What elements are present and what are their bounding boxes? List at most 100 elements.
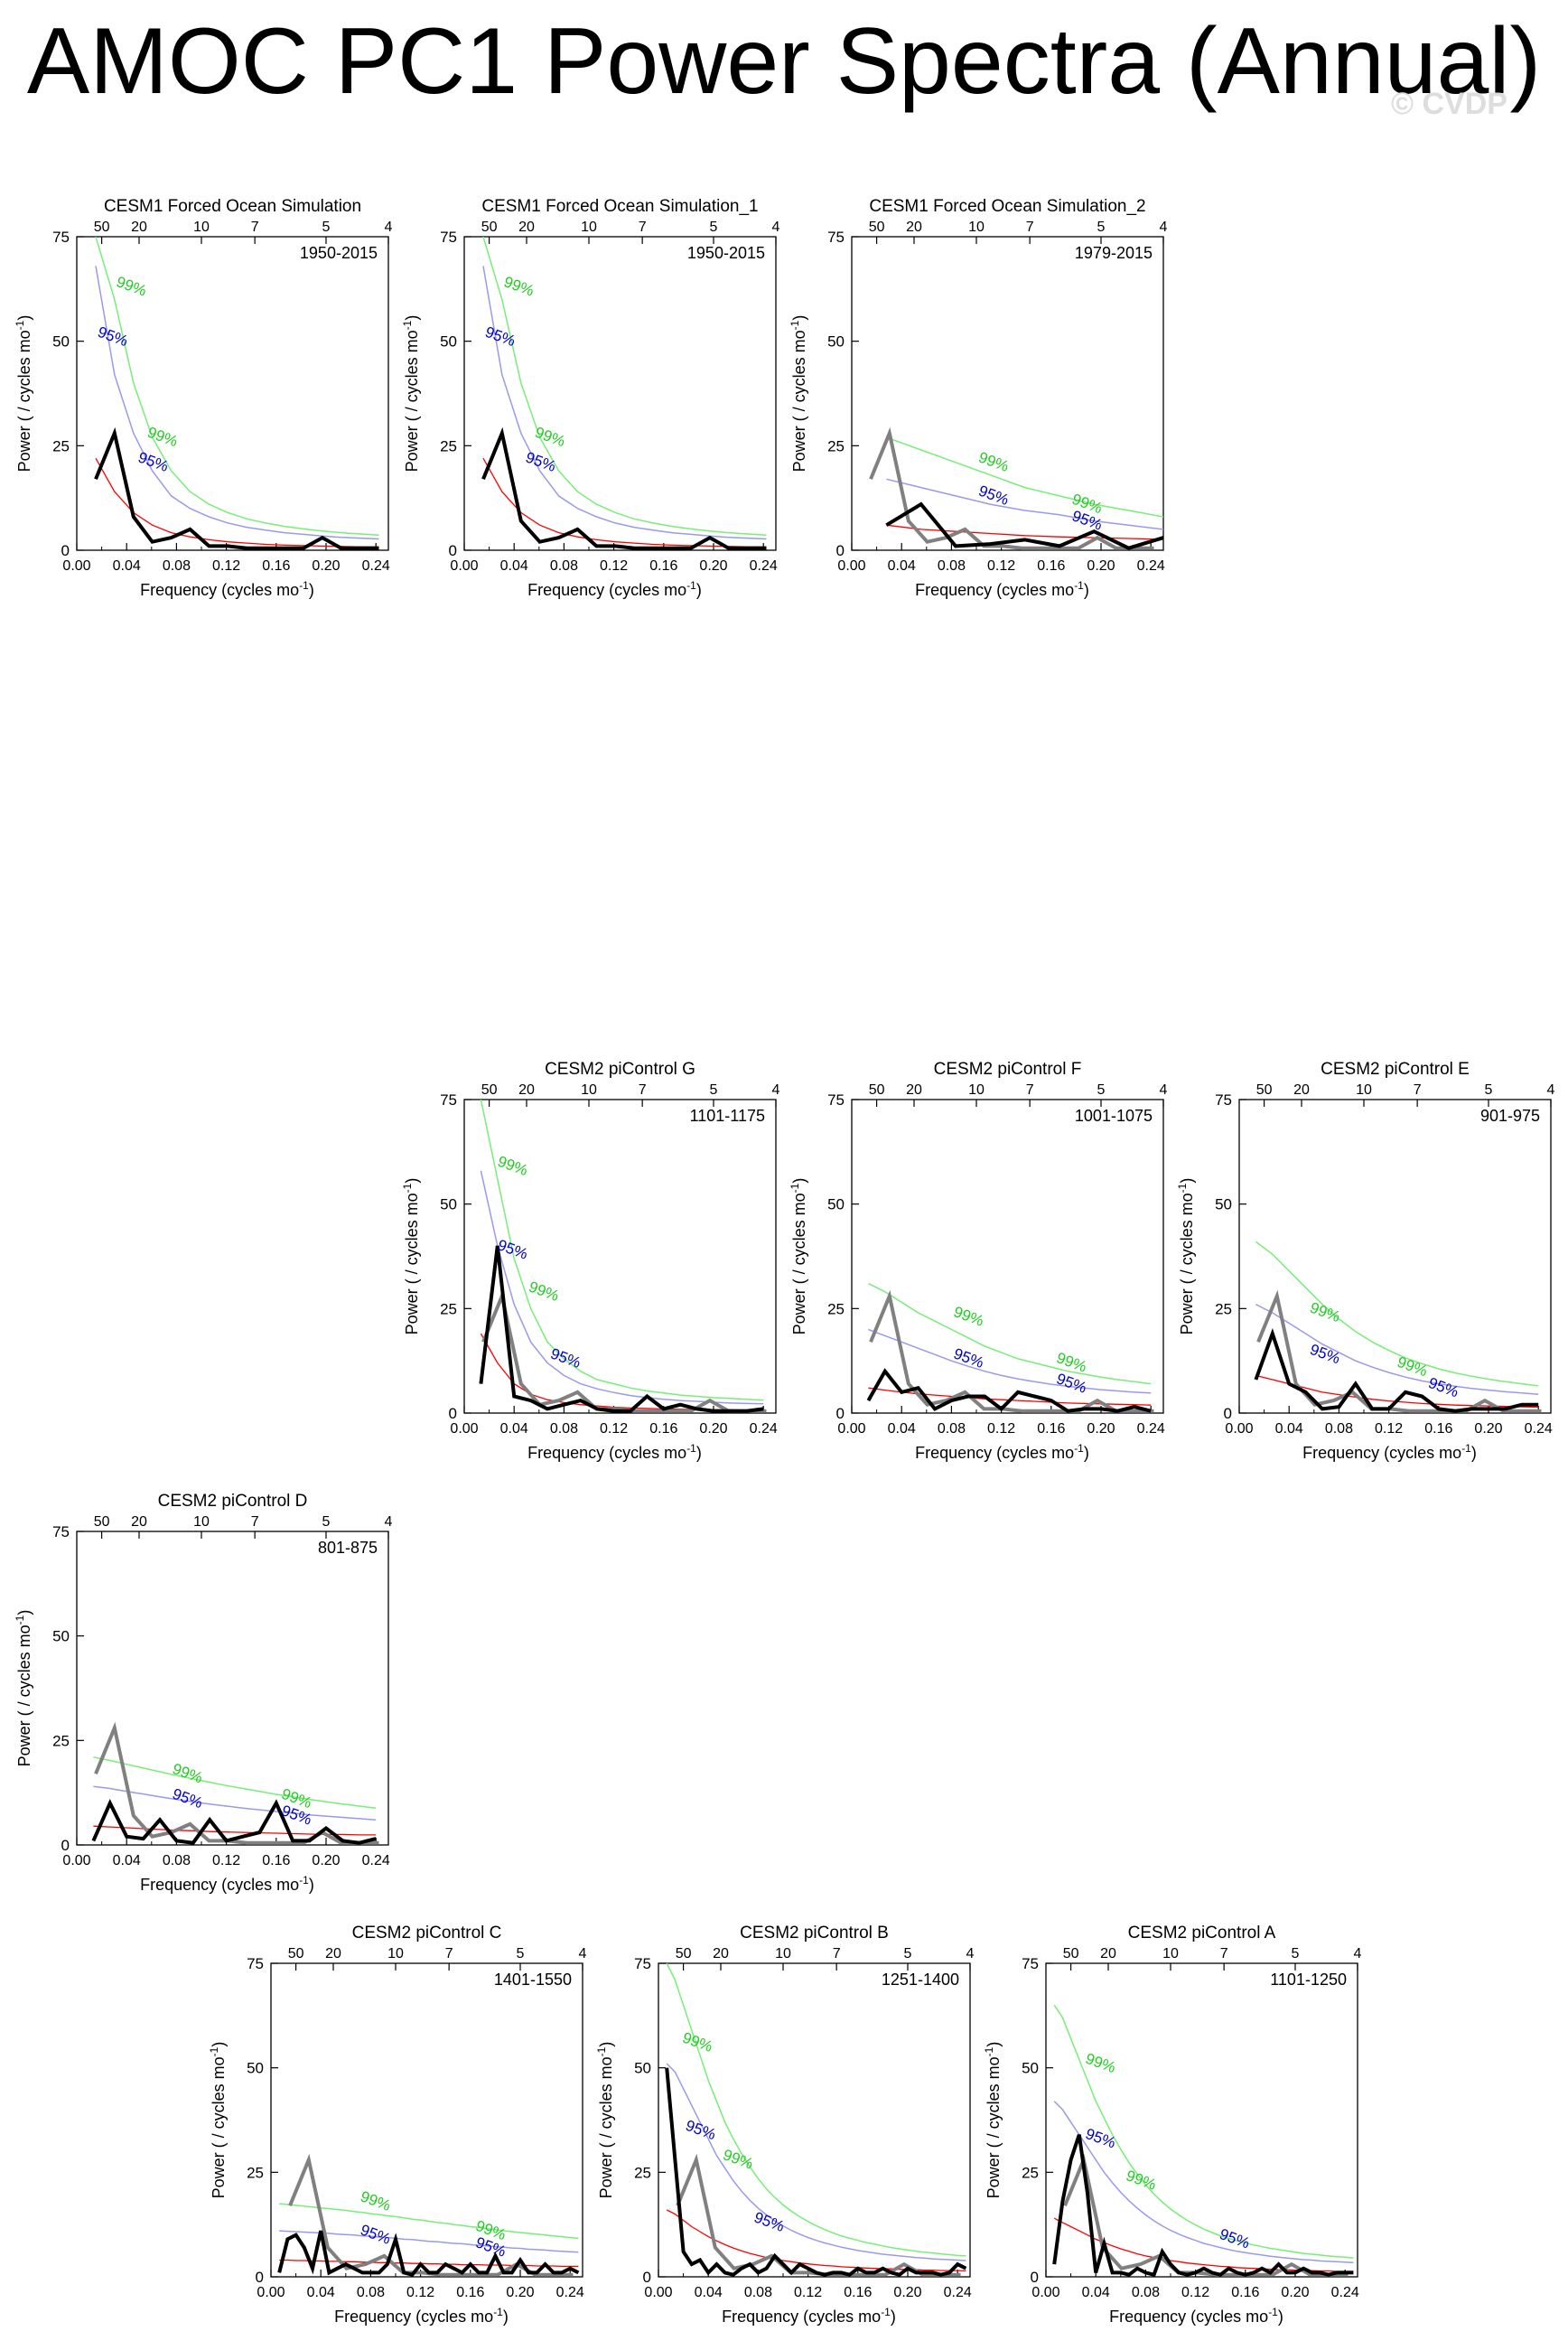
- y-tick-label: 50: [827, 1196, 845, 1213]
- y-tick-label: 75: [52, 229, 70, 246]
- y-tick-label: 75: [52, 1523, 70, 1540]
- x-tick-label: 0.12: [1181, 2285, 1209, 2300]
- conf-99-line: [482, 237, 767, 537]
- spectrum-line: [885, 501, 1163, 550]
- reference-spectrum-line: [94, 1721, 379, 1845]
- x-tick-label: 0.24: [750, 1421, 778, 1437]
- y-tick-label: 50: [634, 2060, 651, 2077]
- conf-99-label: 99%: [145, 424, 180, 450]
- conf-95-line: [666, 2063, 966, 2261]
- series-group: [94, 237, 379, 550]
- y-tick-label: 50: [827, 333, 845, 351]
- top-tick-label: 7: [833, 1946, 841, 1961]
- x-tick-label: 0.20: [1281, 2285, 1309, 2300]
- panel-title: CESM2 piControl E: [1321, 1060, 1470, 1079]
- x-tick-label: 0.20: [699, 558, 727, 574]
- plot-frame: [76, 236, 389, 551]
- panel-period: 801-875: [318, 1539, 378, 1557]
- top-tick-label: 10: [1162, 1946, 1179, 1961]
- y-tick-label: 0: [836, 542, 845, 559]
- x-tick-label: 0.08: [550, 558, 578, 574]
- y-tick-label: 0: [836, 1405, 845, 1422]
- x-tick-label: 0.00: [450, 1421, 478, 1437]
- x-tick-label: 0.04: [695, 2285, 723, 2300]
- y-axis-label: Power ( / cycles mo-1): [595, 2042, 615, 2199]
- plot-frame: [76, 1531, 389, 1846]
- x-tick-label: 0.08: [163, 558, 191, 574]
- conf-99-line: [868, 1282, 1152, 1385]
- x-tick-label: 0.16: [262, 1853, 290, 1868]
- y-tick-label: 0: [61, 542, 70, 559]
- panel-title: CESM2 piControl B: [740, 1924, 889, 1943]
- top-tick-label: 10: [968, 220, 985, 235]
- y-axis-label: Power ( / cycles mo-1): [789, 1178, 808, 1335]
- panel-period: 901-975: [1480, 1107, 1540, 1125]
- top-tick-label: 20: [1293, 1082, 1310, 1098]
- conf-95-line: [868, 1328, 1152, 1394]
- x-tick-label: 0.04: [113, 1853, 141, 1868]
- y-axis-label: Power ( / cycles mo-1): [208, 2042, 228, 2199]
- series-group: [1052, 2004, 1354, 2277]
- top-tick-label: 50: [94, 1514, 110, 1530]
- x-tick-label: 0.00: [837, 1421, 865, 1437]
- red-noise-line: [279, 2259, 579, 2268]
- x-tick-label: 0.04: [888, 1421, 916, 1437]
- top-tick-label: 10: [581, 220, 597, 235]
- y-tick-label: 25: [247, 2164, 264, 2181]
- y-tick-label: 25: [1215, 1300, 1232, 1317]
- y-tick-label: 50: [1022, 2060, 1039, 2077]
- conf-99-label: 99%: [1083, 2050, 1117, 2076]
- top-tick-label: 50: [869, 1082, 885, 1098]
- reference-spectrum-line: [288, 2153, 574, 2277]
- top-tick-label: 5: [1485, 1082, 1493, 1098]
- conf-99-label: 99%: [527, 1278, 561, 1305]
- x-axis-label: Frequency (cycles mo-1): [1109, 2306, 1283, 2326]
- conf-99-label: 99%: [495, 1153, 529, 1179]
- x-tick-label: 0.24: [1525, 1421, 1553, 1437]
- top-tick-label: 10: [775, 1946, 791, 1961]
- y-tick-label: 0: [449, 1405, 457, 1422]
- x-tick-label: 0.12: [212, 1853, 240, 1868]
- series-group: [1254, 1241, 1542, 1413]
- plot-frame: [1045, 1962, 1358, 2278]
- x-axis-label: Frequency (cycles mo-1): [915, 579, 1089, 599]
- y-tick-label: 75: [1215, 1091, 1232, 1109]
- y-tick-label: 0: [1031, 2269, 1039, 2286]
- plot-frame: [851, 1099, 1164, 1414]
- y-tick-label: 75: [1022, 1955, 1039, 1972]
- x-tick-label: 0.12: [987, 1421, 1015, 1437]
- conf-95-line: [279, 2230, 579, 2253]
- x-tick-label: 0.16: [649, 1421, 677, 1437]
- top-tick-label: 50: [1256, 1082, 1273, 1098]
- x-tick-label: 0.00: [62, 1853, 90, 1868]
- x-tick-label: 0.08: [744, 2285, 772, 2300]
- y-tick-label: 50: [440, 333, 457, 351]
- spectrum-line: [665, 2067, 967, 2277]
- conf-99-line: [666, 1963, 966, 2257]
- top-tick-label: 10: [387, 1946, 404, 1961]
- x-tick-label: 0.12: [794, 2285, 822, 2300]
- conf-95-label: 95%: [483, 323, 518, 350]
- panel-period: 1101-1175: [690, 1107, 765, 1125]
- top-tick-label: 50: [94, 220, 110, 235]
- x-tick-label: 0.00: [62, 558, 90, 574]
- series-group: [91, 1721, 379, 1845]
- top-tick-label: 4: [1160, 220, 1168, 235]
- conf-99-label: 99%: [680, 2029, 714, 2055]
- top-tick-label: 50: [1063, 1946, 1079, 1961]
- y-tick-label: 0: [1224, 1405, 1232, 1422]
- conf-99-label: 99%: [1308, 1299, 1342, 1325]
- top-tick-label: 20: [131, 220, 147, 235]
- top-tick-label: 50: [481, 220, 498, 235]
- spectrum-line: [91, 1798, 377, 1845]
- top-tick-label: 50: [481, 1082, 498, 1098]
- conf-99-label: 99%: [114, 273, 148, 299]
- conf-95-label: 95%: [1308, 1341, 1342, 1367]
- conf-95-label: 95%: [951, 1345, 985, 1372]
- y-tick-label: 25: [52, 437, 70, 454]
- x-tick-label: 0.20: [1087, 558, 1115, 574]
- top-tick-label: 5: [322, 220, 331, 235]
